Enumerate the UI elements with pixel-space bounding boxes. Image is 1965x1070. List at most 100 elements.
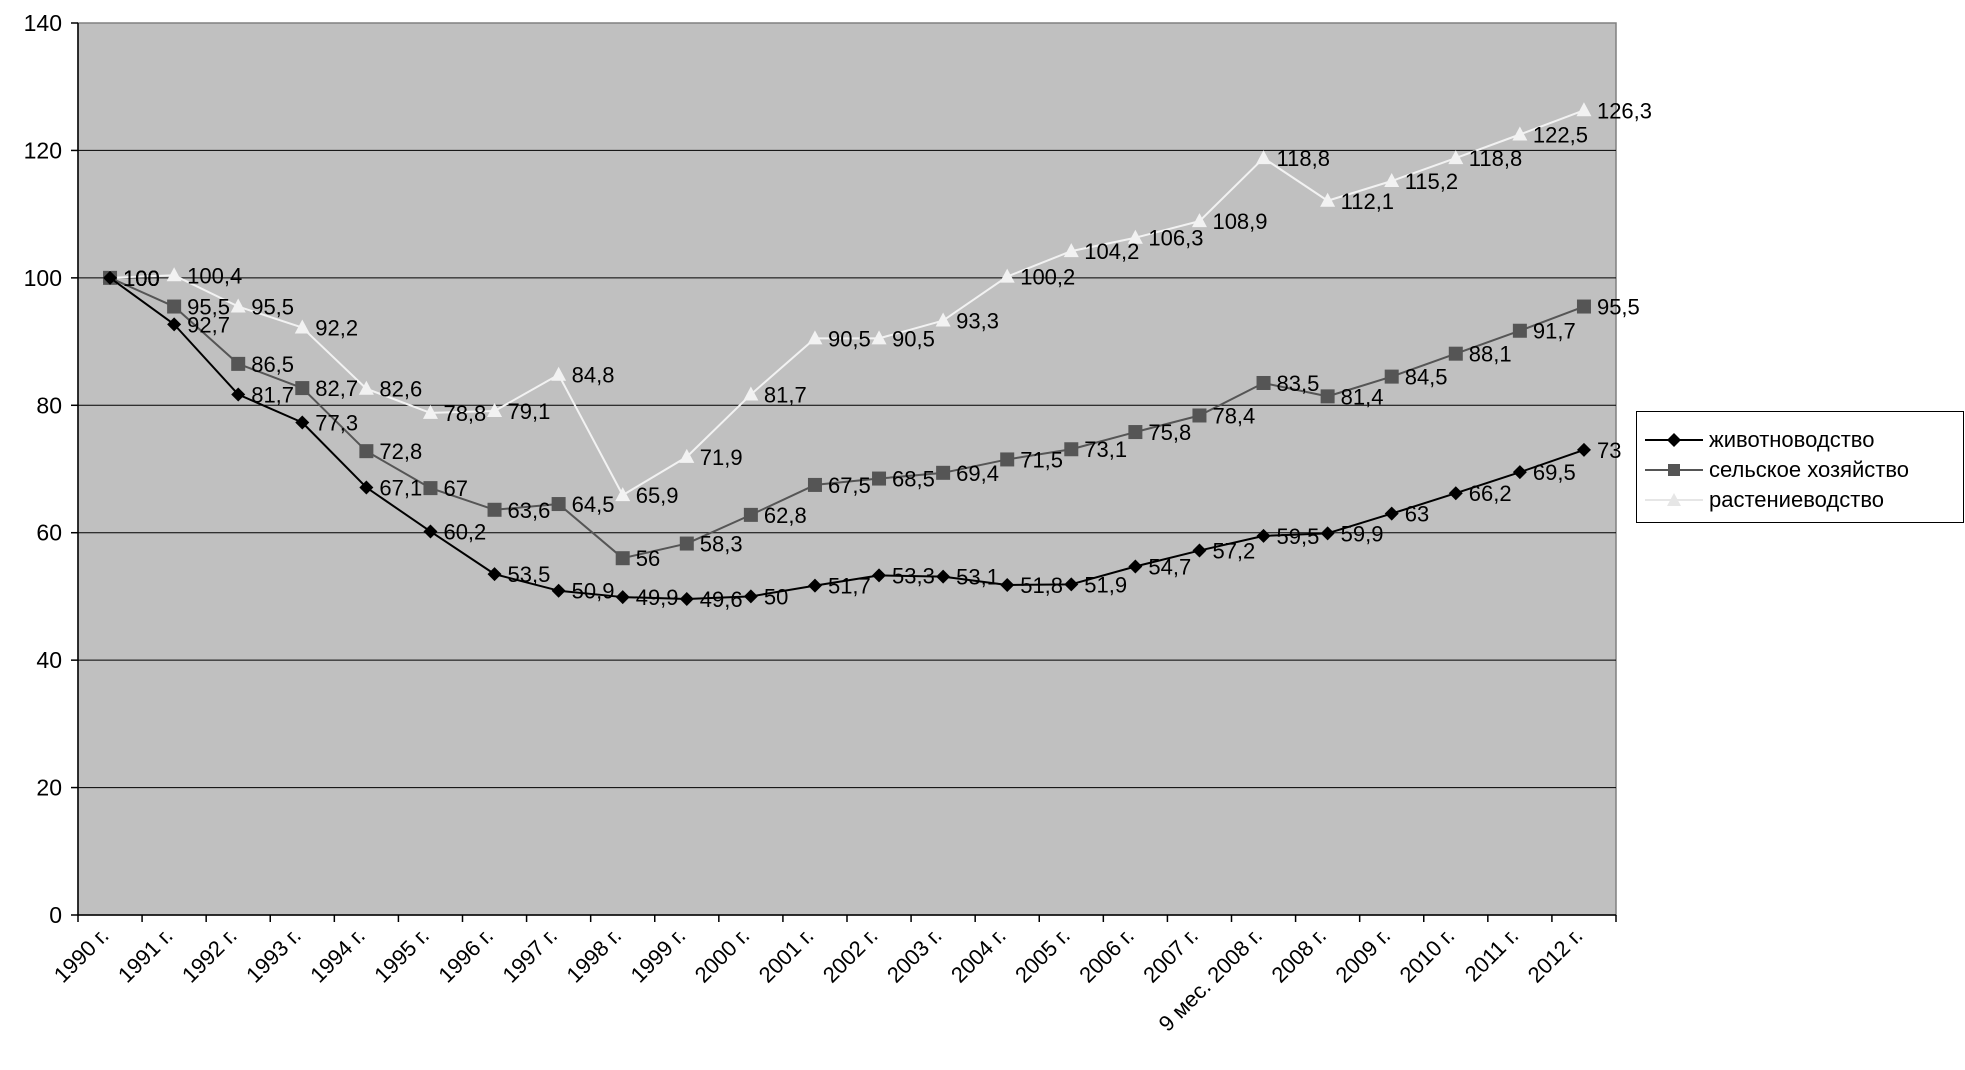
data-point	[423, 524, 438, 539]
data-point	[743, 386, 759, 401]
legend-item-livestock: животноводство	[1637, 424, 1963, 456]
data-label: 118,8	[1469, 146, 1522, 171]
data-point	[487, 567, 502, 582]
data-label: 86,5	[251, 352, 294, 377]
series-line	[109, 276, 1585, 560]
data-point	[167, 299, 182, 314]
data-point	[166, 267, 182, 282]
data-label: 49,9	[636, 585, 679, 610]
data-point	[615, 590, 630, 605]
data-label: 71,5	[1020, 447, 1063, 472]
data-label: 108,9	[1212, 209, 1267, 234]
data-point	[1384, 369, 1399, 384]
data-point	[294, 319, 310, 334]
data-point	[935, 312, 951, 327]
data-point	[1000, 577, 1015, 592]
data-point	[807, 578, 822, 593]
y-tick-label: 140	[24, 10, 62, 36]
y-tick-label: 20	[36, 775, 62, 801]
data-label: 81,7	[251, 382, 294, 407]
data-point	[295, 415, 310, 430]
data-point	[936, 465, 951, 480]
data-label: 66,2	[1469, 481, 1512, 506]
legend-label: растениеводство	[1709, 487, 1884, 512]
legend-swatch-triangle	[1645, 493, 1703, 506]
y-tick-label: 100	[24, 265, 62, 291]
data-point	[167, 317, 182, 332]
plot-area	[77, 22, 1617, 916]
data-label: 84,5	[1405, 365, 1448, 390]
data-point	[359, 444, 374, 459]
data-point	[1128, 559, 1143, 574]
data-label: 57,2	[1212, 539, 1255, 564]
x-tick-label: 2012 г.	[1523, 923, 1588, 988]
data-label: 81,4	[1341, 384, 1384, 409]
data-point	[1256, 150, 1272, 165]
data-label: 126,3	[1597, 98, 1652, 123]
data-label: 67,1	[379, 475, 422, 500]
data-label: 82,7	[315, 376, 358, 401]
data-label: 95,5	[251, 295, 294, 320]
legend-label: сельское хозяйство	[1709, 457, 1910, 482]
data-label: 72,8	[379, 439, 422, 464]
legend-label: животноводство	[1709, 427, 1875, 452]
data-label: 115,2	[1405, 169, 1458, 194]
x-tick-label: 2005 г.	[1010, 923, 1075, 988]
data-point	[1384, 173, 1400, 188]
data-label: 51,7	[828, 574, 871, 599]
data-point	[1191, 213, 1207, 228]
data-point	[1448, 346, 1463, 361]
data-label: 106,3	[1148, 226, 1203, 251]
data-label: 59,5	[1277, 524, 1320, 549]
series	[102, 102, 1592, 606]
data-point	[1000, 452, 1015, 467]
x-tick-label: 1992 г.	[177, 923, 242, 988]
data-label: 53,1	[956, 565, 999, 590]
x-tick-label: 1994 г.	[305, 923, 370, 988]
data-label: 82,6	[379, 377, 422, 402]
data-point	[872, 568, 887, 583]
data-label: 90,5	[892, 326, 935, 351]
data-label: 69,4	[956, 461, 999, 486]
data-label: 78,8	[443, 401, 486, 426]
data-point	[1128, 425, 1143, 440]
data-label: 49,6	[700, 587, 743, 612]
data-label: 78,4	[1212, 403, 1255, 428]
legend: животноводство сельское хозяйство растен…	[1636, 411, 1964, 523]
data-label: 92,7	[187, 312, 230, 337]
data-point	[679, 448, 695, 463]
data-label: 77,3	[315, 410, 358, 435]
data-point	[1256, 375, 1271, 390]
data-point	[936, 569, 951, 584]
legend-item-crops: растениеводство	[1637, 484, 1963, 516]
data-point	[487, 502, 502, 517]
data-label: 112,1	[1341, 189, 1394, 214]
y-tick-label: 40	[36, 647, 62, 673]
data-point	[1512, 465, 1527, 480]
data-point	[1512, 126, 1528, 141]
data-point	[679, 536, 694, 551]
data-label: 100,2	[1020, 265, 1075, 290]
legend-item-agriculture: сельское хозяйство	[1637, 454, 1963, 486]
data-point	[1127, 229, 1143, 244]
x-tick-label: 1997 г.	[497, 923, 562, 988]
x-tick-label: 1996 г.	[433, 923, 498, 988]
data-point	[1192, 408, 1207, 423]
data-point	[231, 387, 246, 402]
data-label: 75,8	[1148, 420, 1191, 445]
data-label: 95,5	[1597, 295, 1640, 320]
data-label: 53,5	[508, 562, 551, 587]
data-point	[1384, 506, 1399, 521]
y-tick-label: 80	[36, 392, 62, 418]
data-label: 79,1	[508, 399, 551, 424]
x-tick-label: 2009 г.	[1331, 923, 1396, 988]
data-label: 100	[123, 266, 160, 291]
data-label: 67,5	[828, 473, 871, 498]
x-tick-label: 1995 г.	[369, 923, 434, 988]
data-label: 51,8	[1020, 573, 1063, 598]
data-point	[1576, 102, 1592, 117]
data-point	[358, 380, 374, 395]
data-point	[872, 471, 887, 486]
y-tick-label: 60	[36, 520, 62, 546]
data-point	[1448, 150, 1464, 165]
